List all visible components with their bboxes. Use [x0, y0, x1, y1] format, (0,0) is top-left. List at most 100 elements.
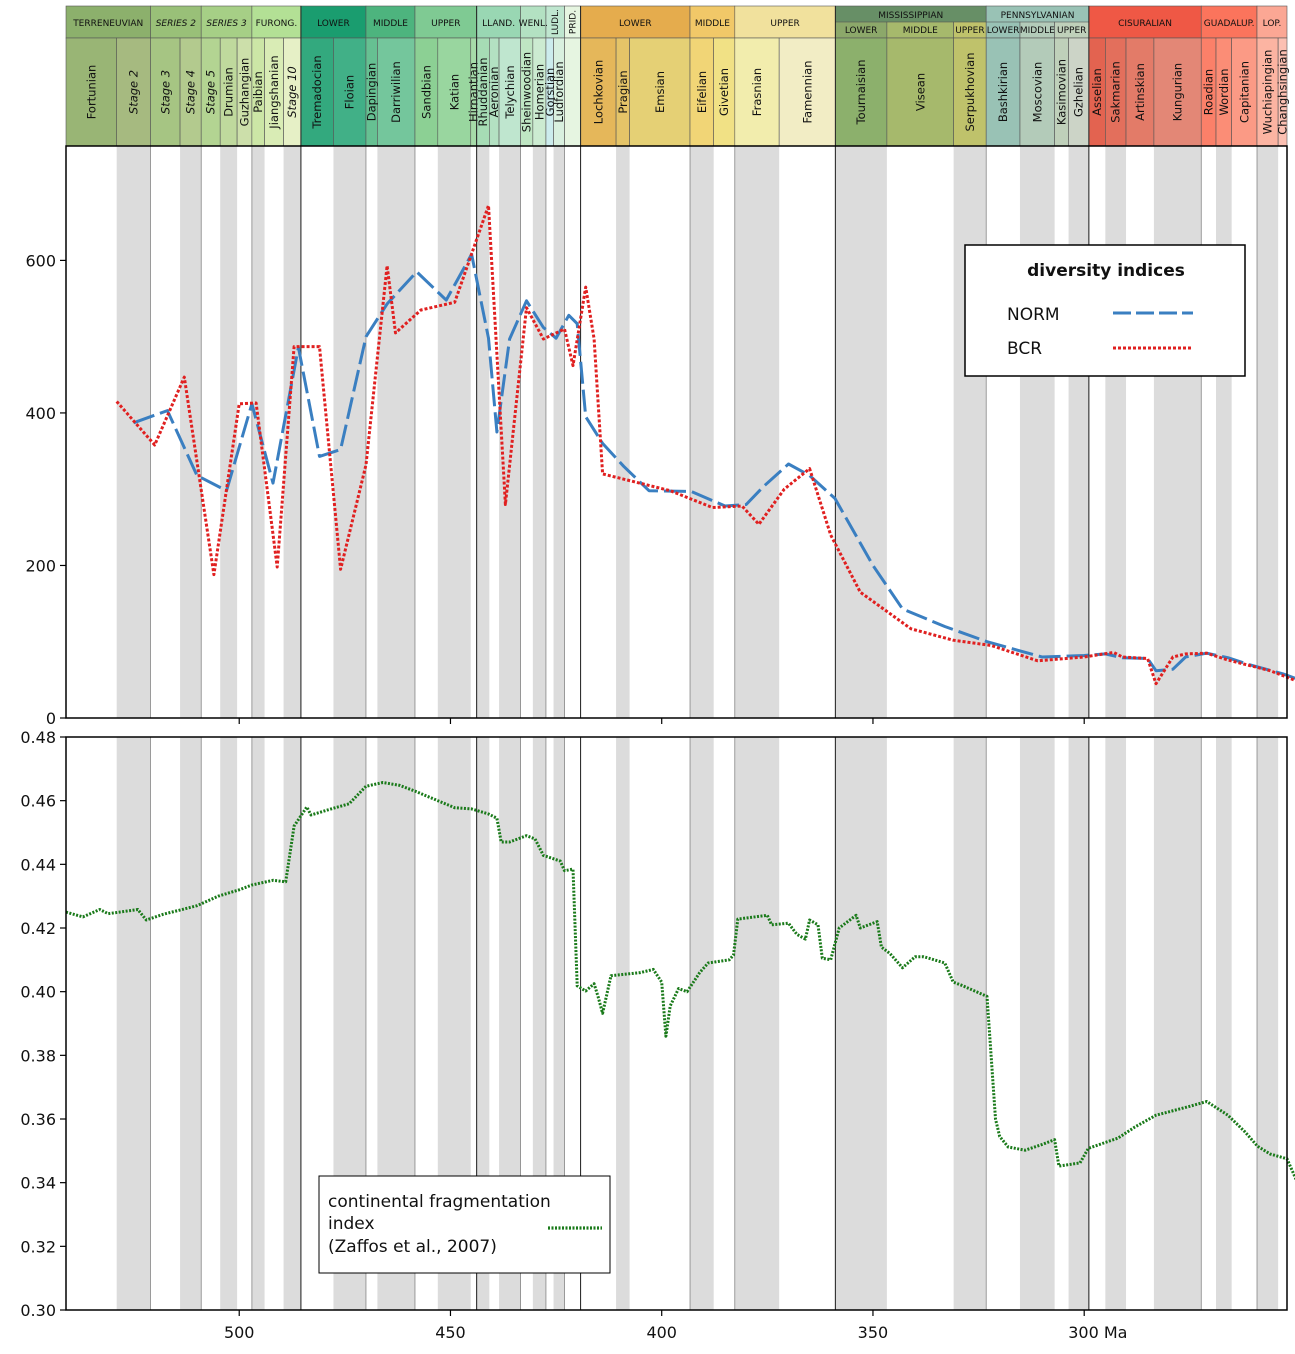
series-label: CISURALIAN	[1118, 19, 1172, 29]
stage-shade	[1216, 146, 1232, 718]
stage-shade	[1019, 146, 1055, 718]
stage-label: Jiangshanian	[267, 55, 281, 129]
stage-label: Givetian	[717, 68, 731, 116]
series-label: LLAND.	[482, 19, 515, 29]
stage-label: Rhuddanian	[476, 57, 490, 126]
series-label: UPPER	[770, 19, 799, 29]
stage-shade	[251, 737, 265, 1310]
series-label: SERIES 2	[156, 19, 197, 29]
subseries-label: UPPER	[955, 26, 984, 36]
series-label: PRID.	[569, 10, 579, 34]
y-tick-label: 0.38	[20, 1046, 56, 1065]
series-label: PENNSYLVANIAN	[1001, 11, 1075, 21]
legend-label-fragmentation-3: (Zaffos et al., 2007)	[328, 1237, 497, 1257]
stage-label: Bashkirian	[996, 62, 1010, 122]
geologic-timescale-header: TERRENEUVIAN SERIES 2 SERIES 3 FURONG. LOWER…	[65, 5, 1290, 147]
stage-label: Hirnantian	[467, 62, 481, 122]
stage-cell	[564, 37, 581, 147]
stage-label: Floian	[343, 75, 357, 109]
stage-shade	[116, 146, 151, 718]
y-tick-label: 0.44	[20, 855, 56, 874]
series-cell	[65, 5, 151, 39]
stage-shade	[616, 737, 630, 1310]
fragmentation-panel: 0.30 0.32 0.34 0.36 0.38 0.40 0.42 0.44 0.46 0.48…	[20, 728, 1295, 1342]
stage-cell	[778, 37, 836, 147]
subseries-label: LOWER	[845, 26, 878, 36]
stage-label: Pragian	[616, 70, 630, 113]
stage-shade	[953, 146, 987, 718]
diversity-legend: diversity indices NORM BCR	[964, 244, 1246, 377]
stage-shade	[1257, 737, 1279, 1310]
series-label: GUADALUP.	[1204, 19, 1255, 29]
stage-label: Famennian	[800, 61, 814, 124]
series-cell	[689, 5, 736, 39]
stage-shade	[499, 737, 521, 1310]
subseries-label: LOWER	[987, 26, 1020, 36]
stage-label: Visean	[913, 73, 927, 111]
series-cell	[365, 5, 416, 39]
stage-label: Ludfordian	[552, 61, 566, 122]
stage-label: Stage 4	[184, 70, 198, 114]
stage-label: Paibian	[251, 71, 265, 113]
stage-label: Telychian	[503, 65, 517, 119]
stage-label: Emsian	[653, 71, 667, 113]
stage-shade	[1105, 737, 1127, 1310]
stage-label: Lochkovian	[591, 60, 605, 124]
stage-shade	[333, 146, 366, 718]
stage-label: Artinskian	[1133, 63, 1147, 121]
y-tick-label: 0.34	[20, 1174, 56, 1193]
series-label: MISSISSIPPIAN	[878, 11, 943, 21]
stage-cell	[116, 37, 151, 147]
stage-label: Stage 5	[204, 70, 218, 114]
stage-shade	[616, 146, 630, 718]
stage-shade	[553, 146, 565, 718]
stage-shade	[553, 737, 565, 1310]
stage-label: Kungurian	[1171, 63, 1185, 121]
series-label: MIDDLE	[373, 19, 408, 29]
stage-shade	[734, 737, 780, 1310]
stage-shade	[532, 737, 546, 1310]
stage-shade	[180, 737, 202, 1310]
stage-label: Gzhelian	[1072, 67, 1086, 117]
stage-label: Drumian	[222, 67, 236, 117]
stage-label: Frasnian	[750, 68, 764, 116]
stage-label: Moscovian	[1030, 62, 1044, 123]
subseries-label: MIDDLE	[903, 26, 938, 36]
stage-label: Wuchiapingian	[1261, 50, 1275, 135]
stage-cell	[1153, 37, 1202, 147]
stage-label: Tremadocian	[310, 55, 324, 129]
diversity-axes: 0 200 400 600	[25, 145, 1288, 728]
stage-label: Sheinwoodian	[520, 52, 534, 132]
stage-shade	[476, 737, 490, 1310]
stage-shade	[835, 737, 887, 1310]
series-cell	[580, 5, 691, 39]
series-cell	[734, 5, 836, 39]
legend-box-fragmentation	[318, 1175, 611, 1274]
stage-shade	[1068, 737, 1089, 1310]
stage-shade	[532, 146, 546, 718]
stage-shade	[220, 737, 238, 1310]
stage-label: Roadian	[1202, 69, 1216, 115]
stage-shade	[690, 146, 714, 718]
stage-cell	[333, 37, 367, 147]
series-label: LOWER	[317, 19, 350, 29]
stage-label: Gorstian	[543, 68, 557, 117]
y-tick-label: 0.32	[20, 1237, 56, 1256]
stage-label: Guzhangian	[238, 58, 252, 127]
stage-shade	[377, 146, 415, 718]
stage-label: Sakmarian	[1109, 61, 1123, 123]
stage-label: Asselian	[1090, 68, 1104, 116]
legend-label-norm: NORM	[1007, 305, 1060, 325]
stage-shade	[283, 737, 301, 1310]
series-label: TERRENEUVIAN	[72, 19, 143, 29]
stage-label: Changhsingian	[1276, 49, 1290, 135]
series-cell	[1256, 5, 1288, 39]
stage-shade	[180, 146, 202, 718]
stage-shading-bottom	[65, 737, 1279, 1310]
y-tick-label: 0	[46, 709, 56, 728]
stage-cell	[1125, 37, 1155, 147]
stage-cell	[150, 37, 181, 147]
series-line-fragmentation	[65, 781, 1295, 1182]
stage-shade	[835, 146, 887, 718]
